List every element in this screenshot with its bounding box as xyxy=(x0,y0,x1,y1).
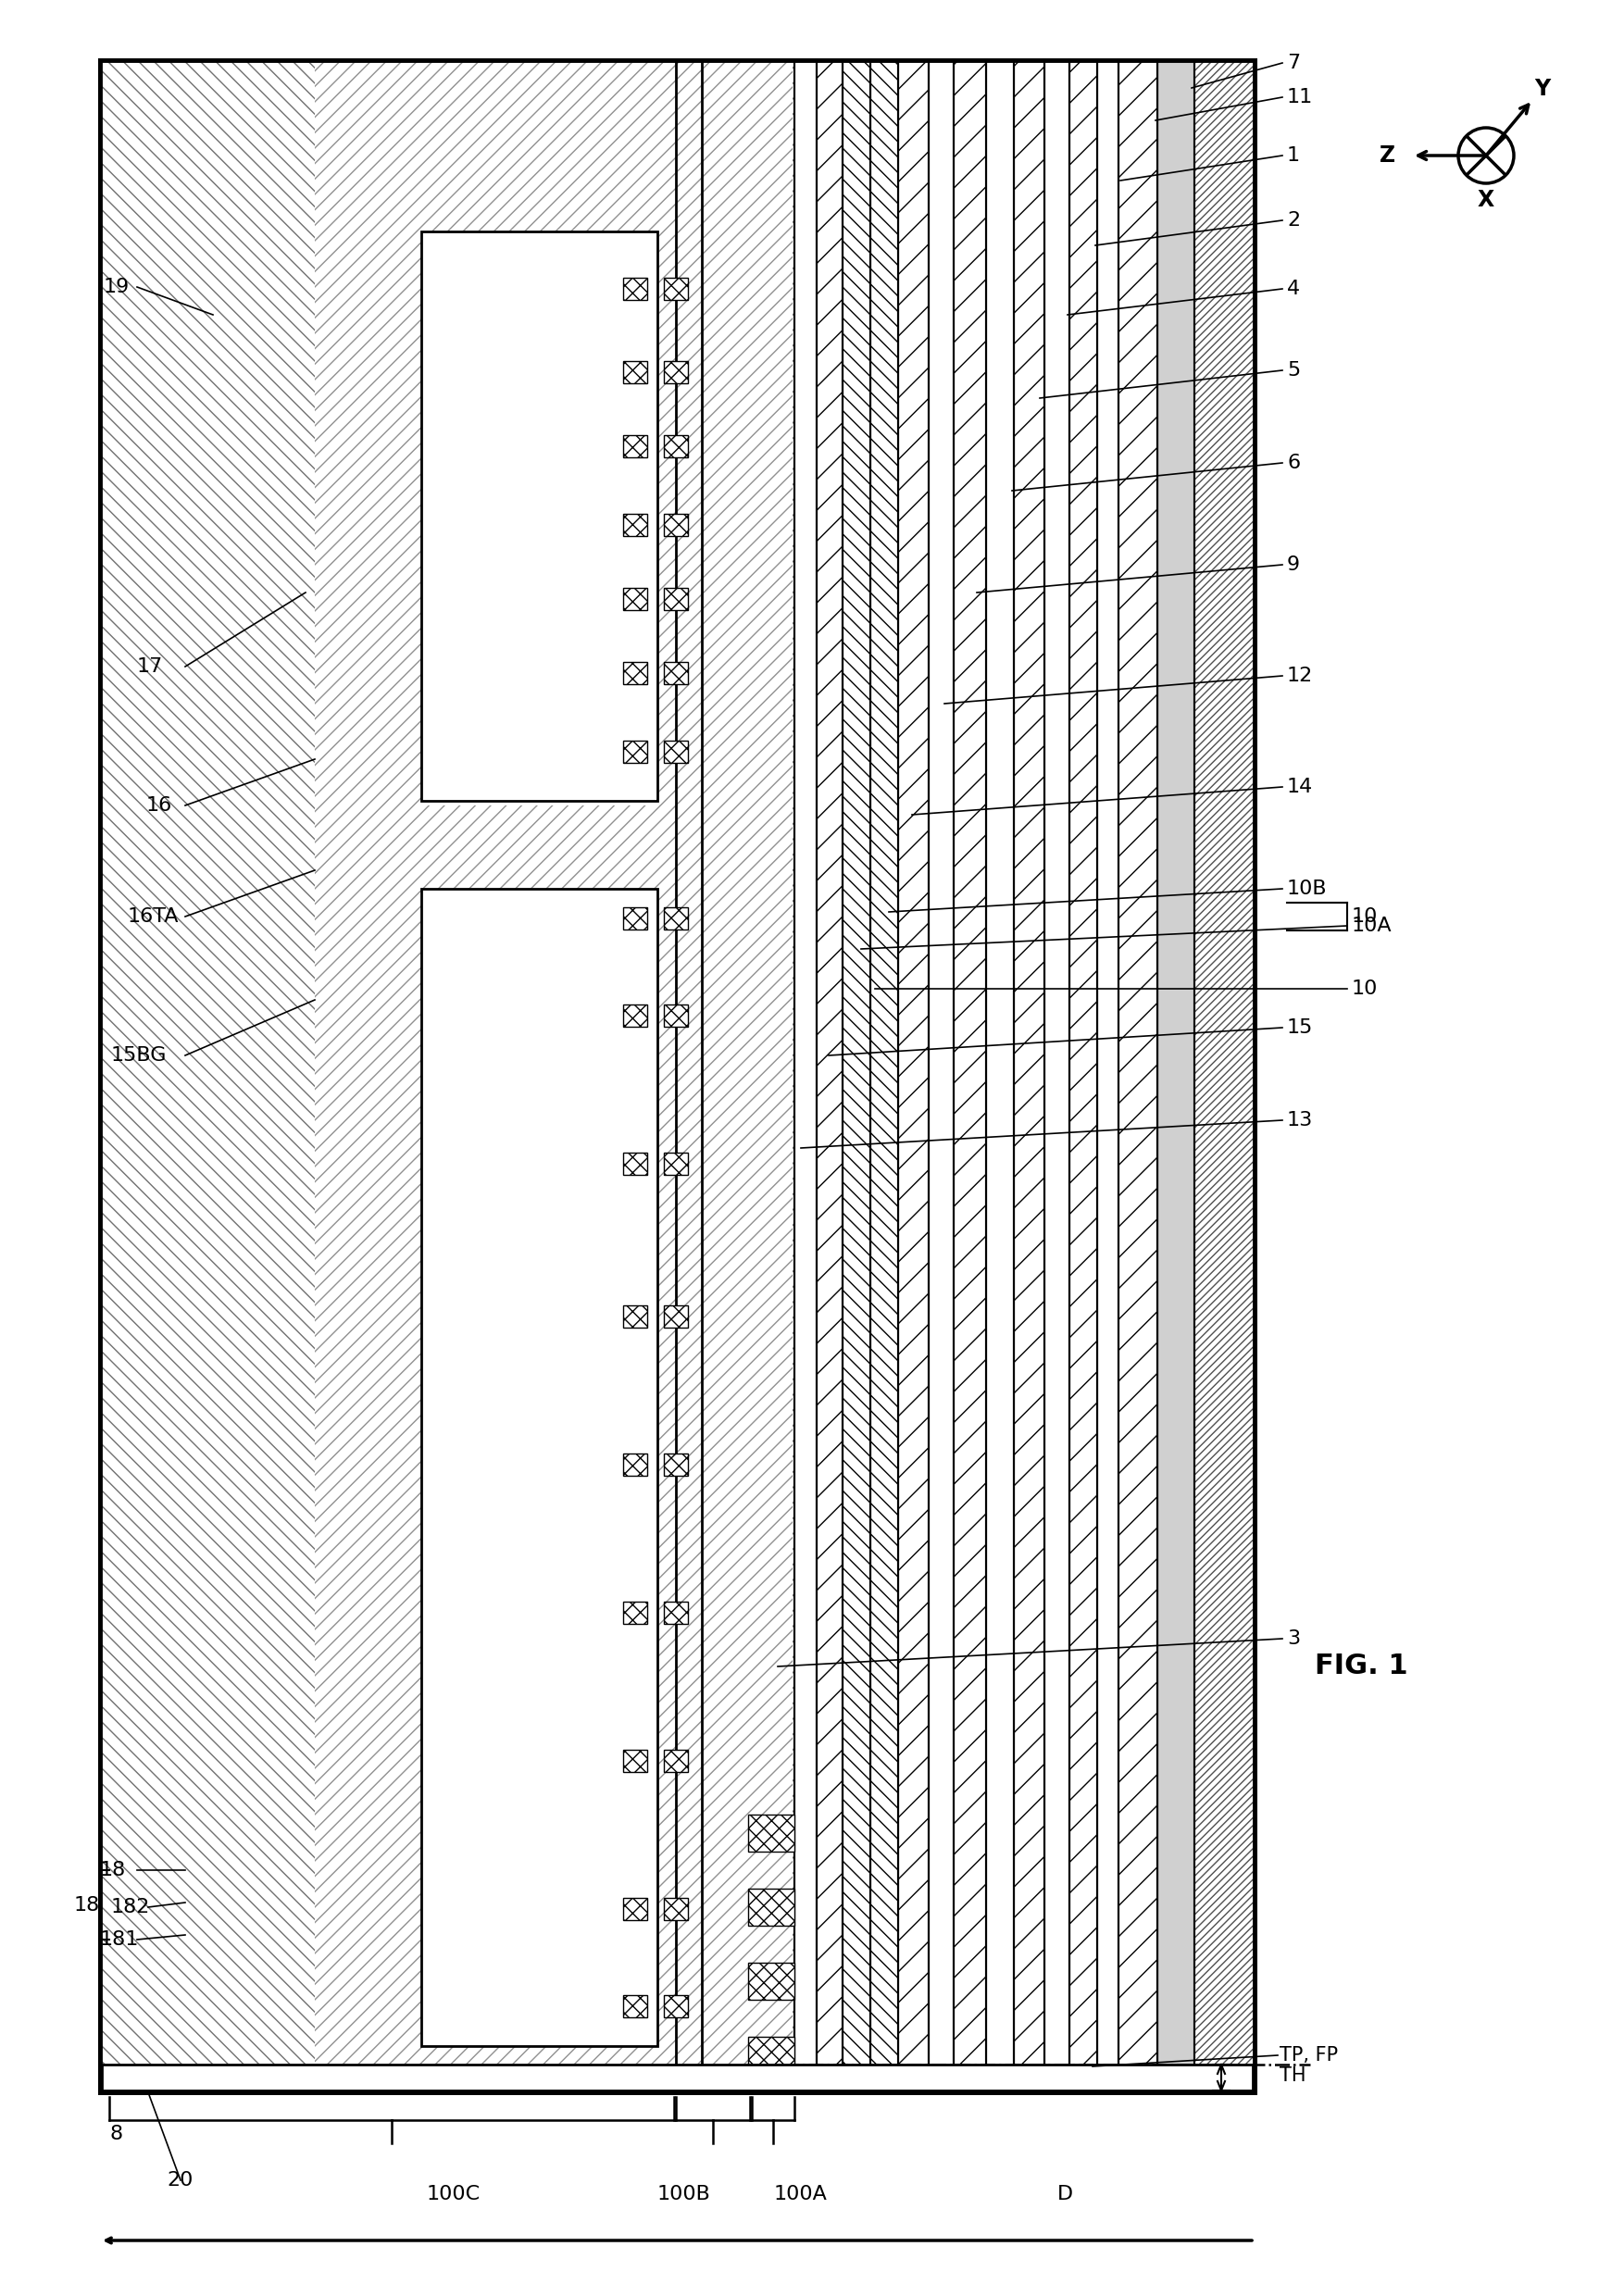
Bar xyxy=(315,62,793,2089)
Text: 17: 17 xyxy=(136,657,162,675)
Bar xyxy=(749,1963,794,2000)
Bar xyxy=(664,514,689,535)
Text: 10: 10 xyxy=(1351,980,1379,999)
Text: 7: 7 xyxy=(1286,53,1301,71)
Text: D: D xyxy=(1057,2186,1073,2204)
Bar xyxy=(664,907,689,930)
Text: 15: 15 xyxy=(1286,1019,1314,1038)
Bar xyxy=(1069,60,1098,2092)
Bar xyxy=(664,1603,689,1623)
Text: 5: 5 xyxy=(1286,360,1301,379)
Bar xyxy=(664,588,689,611)
Bar xyxy=(843,60,870,2092)
Text: 3: 3 xyxy=(1286,1630,1301,1649)
Text: TP, FP: TP, FP xyxy=(1280,2046,1338,2064)
Bar xyxy=(624,1453,648,1476)
Bar xyxy=(749,2037,794,2078)
Bar xyxy=(749,1814,794,1851)
Bar xyxy=(624,661,648,684)
Text: 10: 10 xyxy=(1351,907,1379,925)
Text: X: X xyxy=(1478,188,1494,211)
Bar xyxy=(624,1750,648,1773)
Text: 100B: 100B xyxy=(656,2186,710,2204)
Text: Z: Z xyxy=(1379,145,1395,168)
Bar xyxy=(664,1899,689,1919)
Text: 16TA: 16TA xyxy=(128,907,179,925)
Bar xyxy=(1119,60,1158,2092)
Bar xyxy=(664,1153,689,1176)
Bar xyxy=(624,1306,648,1327)
Bar xyxy=(664,360,689,383)
Bar xyxy=(1044,60,1069,2092)
Bar xyxy=(1013,60,1044,2092)
Text: 18: 18 xyxy=(101,1860,127,1880)
Text: 14: 14 xyxy=(1286,778,1314,797)
Text: 10A: 10A xyxy=(1351,916,1392,934)
Text: 6: 6 xyxy=(1286,455,1301,473)
Bar xyxy=(624,1153,648,1176)
Text: 100A: 100A xyxy=(775,2186,828,2204)
Text: FIG. 1: FIG. 1 xyxy=(1315,1653,1408,1681)
Bar xyxy=(870,60,898,2092)
Text: 16: 16 xyxy=(146,797,172,815)
Text: Y: Y xyxy=(1535,78,1551,101)
Bar xyxy=(624,514,648,535)
Bar xyxy=(624,1899,648,1919)
Bar xyxy=(817,60,843,2092)
Bar xyxy=(421,232,658,806)
Bar xyxy=(624,278,648,301)
Bar xyxy=(421,232,658,801)
Bar xyxy=(664,1750,689,1773)
Bar xyxy=(898,60,929,2092)
Bar xyxy=(421,889,658,2046)
Bar xyxy=(664,742,689,762)
Text: 13: 13 xyxy=(1286,1111,1314,1130)
Bar xyxy=(664,436,689,457)
Text: 181: 181 xyxy=(101,1931,140,1949)
Text: 12: 12 xyxy=(1286,666,1314,684)
Bar xyxy=(101,60,1255,2092)
Bar xyxy=(986,60,1013,2092)
Text: 19: 19 xyxy=(104,278,130,296)
Bar xyxy=(794,60,817,2092)
Text: 100C: 100C xyxy=(427,2186,481,2204)
Bar xyxy=(624,1006,648,1026)
Text: 10B: 10B xyxy=(1286,879,1327,898)
Bar xyxy=(102,2064,1252,2089)
Bar xyxy=(102,62,794,2089)
Text: 2: 2 xyxy=(1286,211,1301,230)
Bar xyxy=(664,1006,689,1026)
Bar xyxy=(102,62,1252,2089)
Text: 8: 8 xyxy=(109,2124,122,2142)
Text: 20: 20 xyxy=(167,2172,193,2190)
Bar xyxy=(664,661,689,684)
Bar xyxy=(664,278,689,301)
Text: TH: TH xyxy=(1280,2066,1306,2085)
Bar xyxy=(624,1603,648,1623)
Text: 15BG: 15BG xyxy=(110,1047,167,1065)
Bar xyxy=(624,588,648,611)
Text: 18: 18 xyxy=(73,1896,101,1915)
Bar xyxy=(1158,60,1194,2092)
Bar xyxy=(749,1890,794,1926)
Bar xyxy=(1098,60,1119,2092)
Bar xyxy=(664,1306,689,1327)
Bar xyxy=(624,907,648,930)
Bar xyxy=(624,436,648,457)
Bar xyxy=(664,1995,689,2018)
Bar xyxy=(664,1453,689,1476)
Bar xyxy=(953,60,986,2092)
Text: 11: 11 xyxy=(1286,87,1314,106)
Bar xyxy=(929,60,953,2092)
Bar xyxy=(624,742,648,762)
Text: 9: 9 xyxy=(1286,556,1301,574)
Text: 182: 182 xyxy=(110,1899,151,1917)
Text: 1: 1 xyxy=(1286,147,1301,165)
Bar xyxy=(624,360,648,383)
Bar xyxy=(624,1995,648,2018)
Text: 4: 4 xyxy=(1286,280,1301,298)
